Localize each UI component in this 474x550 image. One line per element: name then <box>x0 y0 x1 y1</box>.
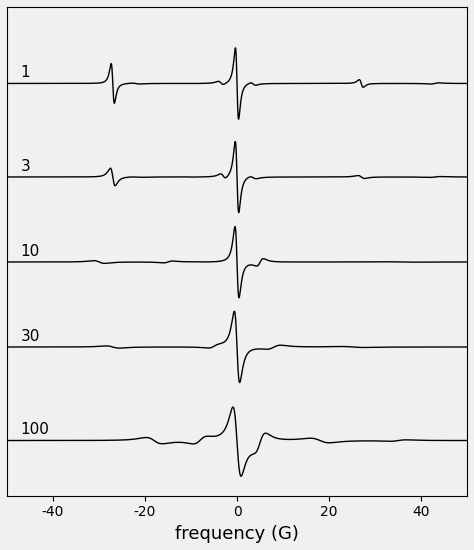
Text: 10: 10 <box>21 244 40 258</box>
Text: 1: 1 <box>21 65 30 80</box>
Text: 30: 30 <box>21 328 40 344</box>
Text: 100: 100 <box>21 422 50 437</box>
X-axis label: frequency (G): frequency (G) <box>175 525 299 543</box>
Text: 3: 3 <box>21 158 30 174</box>
